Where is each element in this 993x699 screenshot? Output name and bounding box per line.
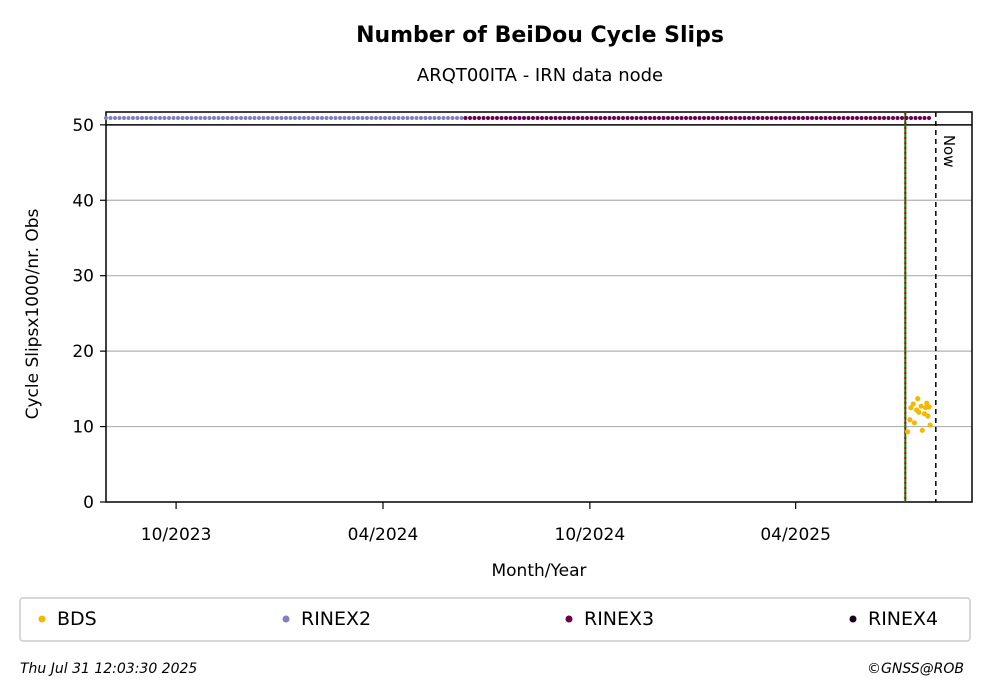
data-point (926, 404, 932, 410)
chart-title: Number of BeiDou Cycle Slips (356, 23, 724, 48)
now-label: Now (940, 135, 958, 168)
data-point (908, 405, 914, 411)
legend-label: RINEX3 (584, 608, 654, 630)
data-point (916, 409, 922, 415)
data-point (919, 427, 925, 433)
y-tick-label: 10 (72, 418, 94, 438)
legend-box (19, 597, 971, 642)
footer-timestamp: Thu Jul 31 12:03:30 2025 (20, 661, 197, 677)
data-point (918, 403, 924, 409)
legend-marker (282, 615, 290, 623)
data-point (910, 401, 916, 407)
data-point (907, 417, 913, 423)
data-point (927, 422, 933, 428)
y-tick-label: 0 (83, 493, 94, 513)
x-tick-label: 04/2025 (760, 525, 831, 545)
legend-label: RINEX4 (868, 608, 938, 630)
x-axis-label: Month/Year (491, 561, 586, 581)
data-point (911, 420, 917, 426)
legend-label: RINEX2 (301, 608, 371, 630)
data-point (904, 429, 911, 435)
legend-marker (38, 615, 46, 623)
data-point (915, 396, 921, 402)
y-tick-label: 40 (72, 191, 94, 211)
data-point (925, 413, 931, 419)
x-tick-label: 10/2023 (141, 525, 212, 545)
y-axis-label: Cycle Slipsx1000/nr. Obs (23, 208, 43, 419)
x-tick-label: 04/2024 (348, 525, 419, 545)
x-tick-label: 10/2024 (555, 525, 626, 545)
chart-subtitle: ARQT00ITA - IRN data node (417, 65, 663, 86)
plot-frame (105, 111, 973, 503)
data-point (924, 400, 930, 406)
y-tick-label: 30 (72, 267, 94, 287)
y-tick-label: 50 (72, 116, 94, 136)
y-tick-label: 20 (72, 342, 94, 362)
legend-label: BDS (57, 608, 97, 630)
footer-copyright: ©GNSS@ROB (867, 661, 964, 677)
legend-marker (565, 615, 573, 623)
legend-marker (849, 615, 857, 623)
